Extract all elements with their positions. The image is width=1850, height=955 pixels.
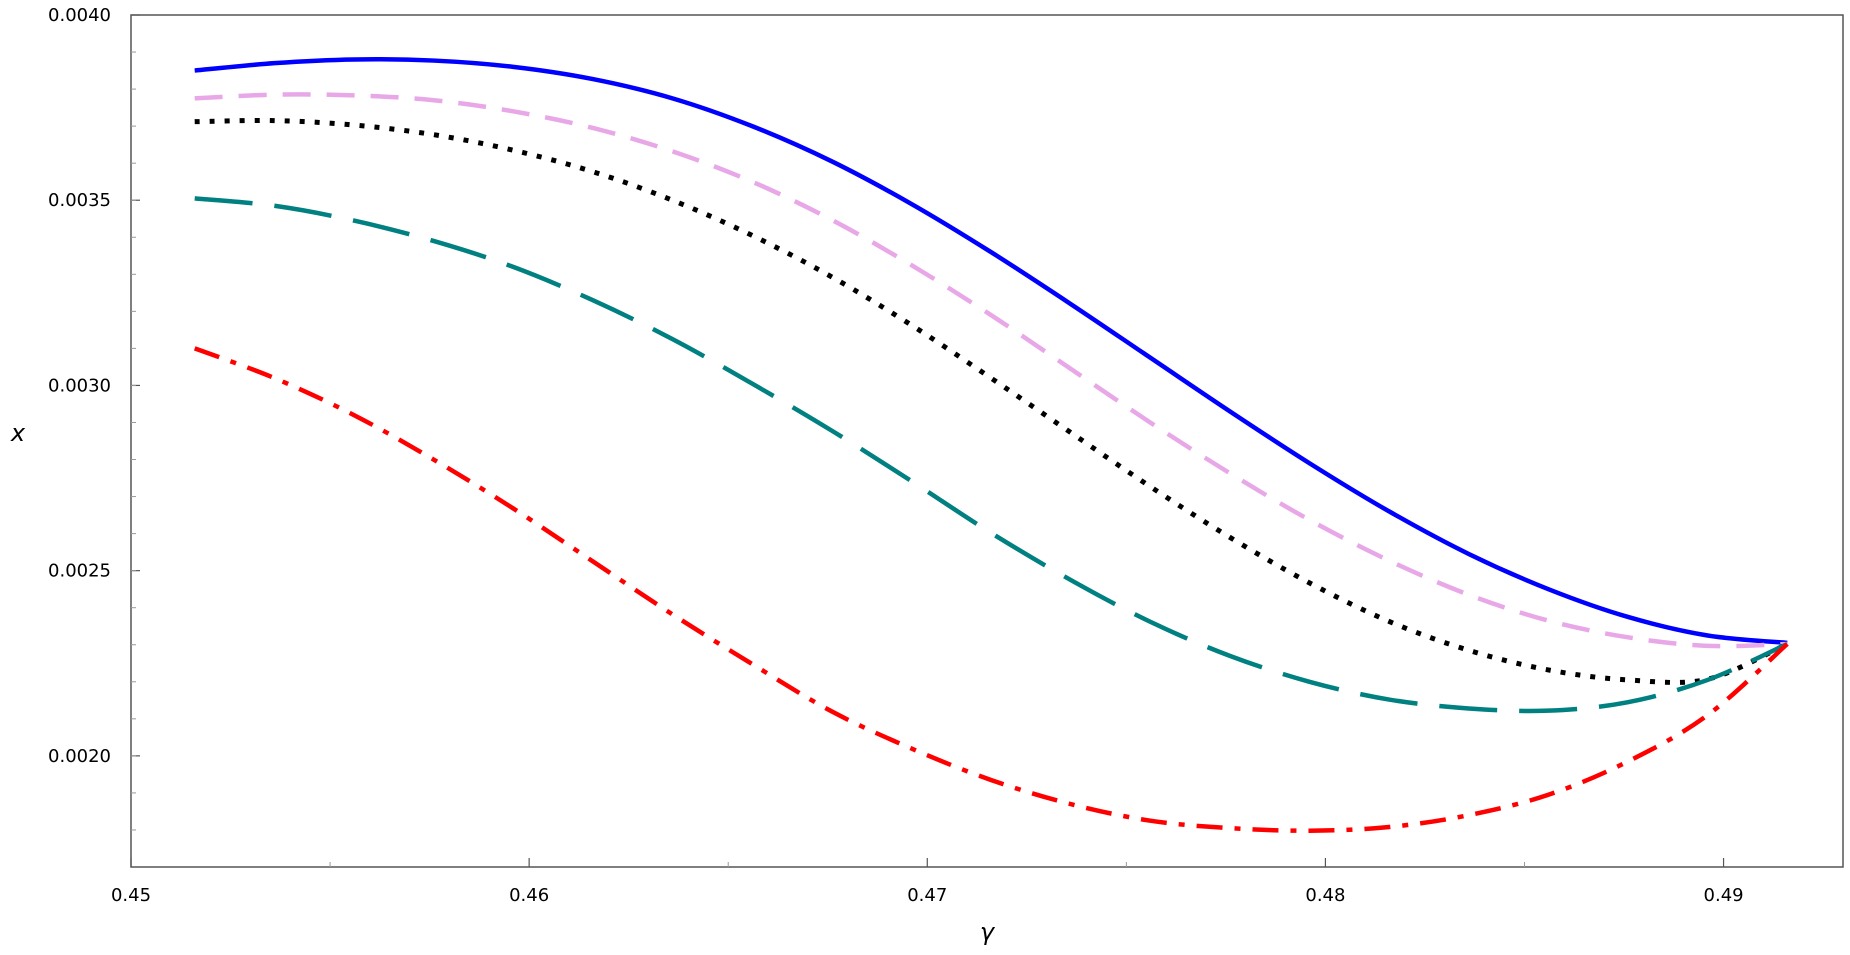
x-tick-label: 0.46 xyxy=(509,885,549,906)
x-axis-ticks: 0.45 0.46 0.47 0.48 0.49 xyxy=(111,858,1744,906)
series-line-2 xyxy=(194,92,1788,649)
x-tick-label: 0.47 xyxy=(907,885,947,906)
series-line-5 xyxy=(193,346,1789,833)
y-tick-label: 0.0020 xyxy=(48,746,111,767)
y-tick-label: 0.0030 xyxy=(48,375,111,396)
series-layer xyxy=(193,57,1789,833)
y-tick-label: 0.0040 xyxy=(48,5,111,26)
plot-frame xyxy=(130,14,1844,868)
x-tick-label: 0.48 xyxy=(1305,885,1345,906)
y-tick-label: 0.0035 xyxy=(48,190,111,211)
y-tick-label: 0.0025 xyxy=(48,561,111,582)
y-axis-label: x xyxy=(10,419,26,447)
x-axis-label: γ xyxy=(980,918,996,946)
series-line-4 xyxy=(194,196,1789,714)
series-line-3 xyxy=(194,117,1789,685)
series-line-1 xyxy=(194,57,1788,646)
x-tick-label: 0.45 xyxy=(111,885,151,906)
x-tick-label: 0.49 xyxy=(1704,885,1744,906)
y-axis-ticks: 0.0020 0.0025 0.0030 0.0035 0.0040 xyxy=(48,5,140,831)
